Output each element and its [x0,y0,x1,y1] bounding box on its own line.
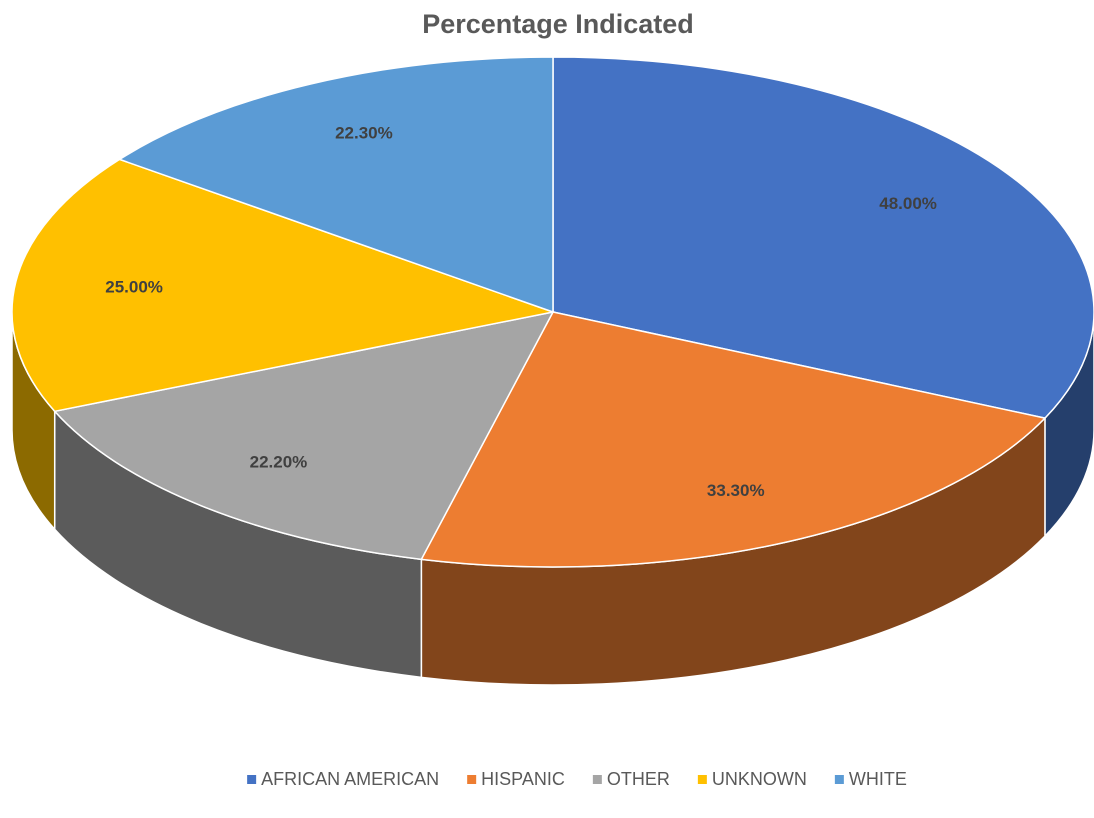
legend-swatch [247,775,257,784]
legend-swatch [834,775,844,784]
legend-label: UNKNOWN [712,769,807,789]
pie-tops [11,56,1094,568]
data-label: 33.30% [707,481,765,500]
pie-slice [117,56,554,314]
pie-slice [53,310,555,561]
pie-slice [11,158,556,413]
legend-swatch [592,775,602,784]
data-labels: 48.00% 33.30% 22.20% 25.00% 22.30% [105,124,937,500]
legend-label: AFRICAN AMERICAN [261,769,439,789]
data-label: 22.30% [335,124,393,143]
pie-slice [420,311,1047,568]
chart-title: Percentage Indicated [422,9,694,39]
pie-slice [552,56,1094,419]
pie-sides [11,311,1094,686]
legend-swatch [467,775,477,784]
data-label: 22.20% [250,453,308,472]
data-label: 25.00% [105,278,163,297]
data-label: 48.00% [879,194,937,213]
legend-swatch [697,775,707,784]
legend: AFRICAN AMERICAN HISPANIC OTHER UNKNOWN WHIT… [247,769,907,789]
legend-label: OTHER [607,769,670,789]
legend-label: WHITE [849,769,907,789]
legend-label: HISPANIC [481,769,565,789]
